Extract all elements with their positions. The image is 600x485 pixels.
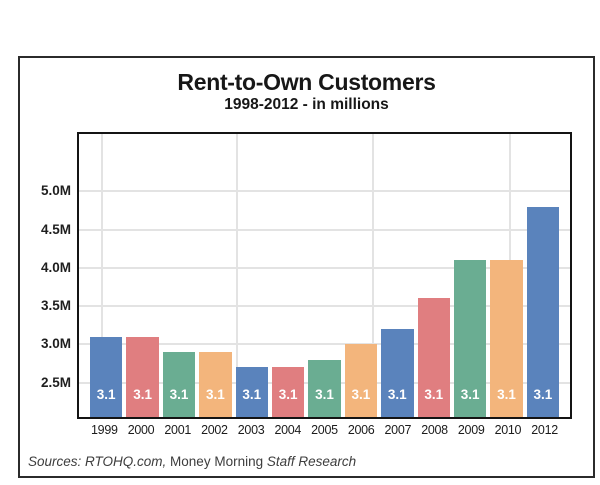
x-tick-label: 2008 (421, 423, 448, 437)
bar-2005: 3.1 (308, 359, 341, 417)
bar-2004: 3.1 (271, 367, 305, 417)
x-tick-label: 2004 (274, 423, 302, 437)
x-tick-label: 2002 (201, 423, 228, 437)
bar-2001: 3.1 (162, 352, 196, 417)
v-gridline (372, 134, 375, 417)
v-gridline (235, 134, 238, 417)
x-tick-label: 2000 (127, 423, 155, 437)
source-note: Sources: RTOHQ.com, Money Morning Staff … (28, 454, 356, 469)
x-tick-label: 2005 (311, 423, 338, 437)
y-tick-label: 3.0M (40, 336, 71, 352)
x-tick-label: 2009 (457, 423, 485, 437)
bar-value-label: 3.1 (424, 387, 444, 402)
x-tick-label: 2001 (164, 423, 192, 437)
plot-area: 3.1 3.1 3.1 3.1 3.1 3.1 3.1 3.1 3.1 3.1 3.1 3.1 3.1 (77, 132, 572, 419)
bar-1999: 3.1 (90, 336, 123, 417)
bar-value-label: 3.1 (242, 387, 262, 402)
y-tick-label: 2.5M (40, 374, 71, 390)
bar-2012: 3.1 (526, 206, 560, 417)
chart-title: Rent-to-Own Customers (177, 69, 436, 95)
chart-subtitle: 1998-2012 - in millions (224, 96, 389, 113)
bar-value-label: 3.1 (278, 387, 298, 402)
x-axis-labels: 1999 2000 2001 2002 2003 2004 2005 2006 2007 2008… (77, 423, 572, 437)
bar-2006: 3.1 (344, 344, 378, 417)
source-note-publisher: Money Morning (166, 454, 267, 469)
bar-value-label: 3.1 (387, 387, 407, 402)
bars-container: 3.1 3.1 3.1 3.1 3.1 3.1 3.1 3.1 3.1 3.1 3.1 3.1 3.1 (79, 134, 570, 417)
y-tick-label: 4.5M (40, 221, 71, 237)
bar-2002: 3.1 (199, 352, 232, 417)
chart-frame: Rent-to-Own Customers 1998-2012 - in mil… (18, 56, 595, 478)
x-tick-label: 1999 (91, 423, 118, 437)
v-gridline (100, 134, 103, 417)
plot-inner: 3.1 3.1 3.1 3.1 3.1 3.1 3.1 3.1 3.1 3.1 3.1 3.1 3.1 (79, 134, 570, 417)
x-tick-label: 2006 (347, 423, 375, 437)
y-axis-labels: 5.0M 4.5M 4.0M 3.5M 3.0M 2.5M (20, 132, 74, 419)
x-tick-label: 2010 (494, 423, 522, 437)
y-tick-label: 4.0M (40, 259, 71, 275)
h-gridline (79, 228, 570, 231)
bar-value-label: 3.1 (351, 387, 371, 402)
bar-value-label: 3.1 (533, 387, 553, 402)
bar-2000: 3.1 (126, 336, 159, 417)
bar-2008: 3.1 (417, 298, 450, 417)
bar-value-label: 3.1 (205, 387, 225, 402)
bar-2010: 3.1 (490, 260, 523, 417)
bar-2007: 3.1 (381, 329, 414, 417)
h-gridline (79, 305, 570, 308)
bar-value-label: 3.1 (497, 387, 516, 402)
bar-value-label: 3.1 (96, 387, 116, 402)
bar-value-label: 3.1 (460, 387, 480, 402)
source-note-sources: Sources: RTOHQ.com, (28, 454, 167, 469)
bar-value-label: 3.1 (169, 387, 189, 402)
x-tick-label: 2012 (531, 423, 558, 437)
source-note-research: Staff Research (266, 454, 357, 469)
h-gridline (79, 343, 570, 346)
bar-2003: 3.1 (235, 367, 268, 417)
h-gridline (79, 266, 570, 269)
bar-value-label: 3.1 (133, 387, 152, 402)
x-tick-label: 2003 (237, 423, 265, 437)
y-tick-label: 5.0M (40, 183, 71, 199)
bar-value-label: 3.1 (315, 387, 334, 402)
bar-2009: 3.1 (453, 260, 487, 417)
h-gridline (79, 190, 570, 193)
y-tick-label: 3.5M (40, 298, 71, 314)
x-tick-label: 2007 (384, 423, 412, 437)
